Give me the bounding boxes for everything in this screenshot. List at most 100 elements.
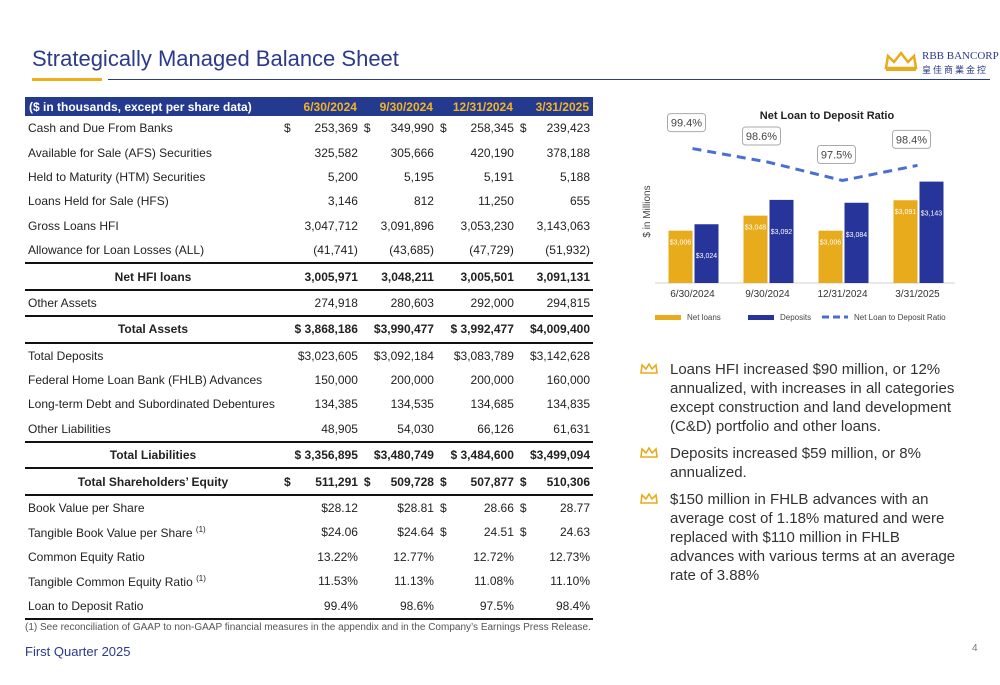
value-cell: 11.10% (550, 574, 590, 589)
table-row: Common Equity Ratio 13.22% 12.77% 12.72% 12.… (25, 545, 593, 569)
value-cell: 3,005,501 (436, 262, 517, 291)
currency-sign: $ (284, 121, 291, 136)
value-cell: 98.6% (360, 593, 437, 620)
label-text: Held to Maturity (HTM) Securities (28, 169, 206, 184)
label-text: Net HFI loans (114, 269, 192, 284)
currency-sign: $ (363, 474, 371, 489)
value-cell: $24.06 (321, 525, 358, 540)
label-text: Total Assets (117, 322, 189, 337)
logo-name: RBB BANCORP (922, 50, 999, 62)
table-row: Federal Home Loan Bank (FHLB) Advances 15… (25, 368, 593, 392)
bullet-icon (640, 493, 658, 504)
value-cell: 12.72% (473, 549, 514, 564)
value-cell: $510,306 (516, 467, 593, 496)
cell-value: 510,306 (546, 474, 590, 489)
bar (743, 215, 768, 283)
x-tick-label: 6/30/2024 (670, 289, 715, 300)
legend-swatch (655, 315, 681, 320)
row-label: Book Value per Share (25, 495, 281, 520)
bar-value-label: $3,006 (670, 240, 692, 247)
cell-content: $509,728 (364, 475, 434, 489)
x-tick-label: 9/30/2024 (745, 289, 790, 300)
value-cell: 325,582 (314, 145, 358, 160)
ratio-label: 98.6% (746, 131, 777, 143)
value-cell: $ 3,868,186 (281, 315, 361, 344)
value-cell: $239,423 (517, 116, 593, 140)
value-cell: (47,729) (469, 243, 514, 258)
x-tick-label: 12/31/2024 (817, 289, 867, 300)
logo-subtitle: 皇佳商業金控 (922, 65, 989, 75)
bar (769, 199, 794, 283)
cell-value: 24.51 (483, 525, 514, 540)
cell-value: 253,369 (314, 121, 358, 136)
cell-value: 239,423 (546, 121, 590, 136)
value-cell: 134,385 (314, 397, 358, 412)
value-cell: 11.13% (394, 574, 434, 589)
table-row: Long-term Debt and Subordinated Debentur… (25, 392, 593, 416)
value-cell: 97.5% (436, 593, 517, 620)
row-label: Net HFI loans (25, 262, 281, 291)
value-cell: $24.63 (517, 520, 593, 544)
crown (640, 493, 658, 504)
cell-content: $511,291 (284, 475, 358, 489)
label-text: Allowance for Loan Losses (ALL) (28, 243, 205, 258)
label-text: Book Value per Share (28, 501, 145, 516)
bar-value-label: $3,048 (745, 225, 767, 232)
ratio-label: 98.4% (896, 134, 927, 146)
value-cell: $3,499,094 (516, 441, 593, 470)
ratio-label: 99.4% (671, 118, 702, 130)
table-row: Available for Sale (AFS) Securities 325,5… (25, 140, 593, 164)
currency-sign: $ (519, 121, 527, 136)
table-row: Held to Maturity (HTM) Securities 5,200 5,… (25, 165, 593, 189)
bar (844, 202, 869, 283)
cell-content: $258,345 (440, 121, 514, 135)
row-label: Other Assets (25, 290, 281, 316)
row-label: Long-term Debt and Subordinated Debentur… (25, 392, 281, 416)
header-cell: 9/30/2024 (360, 97, 437, 116)
slide-title: Strategically Managed Balance Sheet (32, 46, 399, 71)
footer: First Quarter 2025 (25, 644, 131, 659)
value-cell: 3,091,131 (516, 262, 593, 291)
table-row: Allowance for Loan Losses (ALL) (41,741) (… (25, 238, 593, 263)
currency-sign: $ (519, 474, 527, 489)
value-cell: 420,190 (470, 145, 514, 160)
label-text: Federal Home Loan Bank (FHLB) Advances (28, 373, 263, 388)
bar (668, 230, 693, 283)
value-cell: $3,023,605 (297, 348, 358, 363)
table-row: Gross Loans HFI 3,047,712 3,091,896 3,053,2… (25, 214, 593, 238)
value-cell: 134,835 (546, 397, 590, 412)
page-number: 4 (972, 643, 978, 654)
bar (694, 224, 719, 283)
header-cell: 12/31/2024 (436, 97, 517, 116)
cell-content: $253,369 (284, 121, 358, 135)
value-cell: 54,030 (397, 421, 434, 436)
value-cell: $ 3,484,600 (436, 441, 517, 470)
value-cell: 294,815 (546, 295, 590, 310)
value-cell: $509,728 (360, 467, 437, 496)
cell-content: $24.51 (440, 525, 514, 539)
footnote: (1) See reconciliation of GAAP to non-GA… (25, 622, 591, 633)
value-cell: $28.66 (437, 495, 517, 520)
ratio-label: 97.5% (821, 149, 852, 161)
value-cell: 150,000 (314, 373, 358, 388)
table-row: Tangible Common Equity Ratio (1) 11.53% 11… (25, 569, 593, 593)
value-cell: 200,000 (390, 373, 434, 388)
balance-table: ($ in thousands, except per share data) 6… (25, 97, 593, 620)
currency-sign: $ (439, 525, 447, 540)
label-text: Cash and Due From Banks (28, 121, 173, 136)
cell-value: 511,291 (315, 474, 358, 489)
row-label: Common Equity Ratio (25, 545, 281, 569)
cell-value: 349,990 (390, 121, 434, 136)
currency-sign: $ (363, 121, 371, 136)
value-cell: $3,990,477 (360, 315, 437, 344)
value-cell: $511,291 (281, 467, 361, 496)
cell-value: 28.66 (483, 501, 514, 516)
label-text: Tangible Book Value per Share (28, 525, 193, 540)
crown (640, 363, 658, 374)
table-row: Other Assets 274,918 280,603 292,000 294,815 (25, 290, 593, 316)
bullet-text: Deposits increased $59 million, or 8% an… (670, 445, 921, 481)
cell-value: 507,877 (470, 474, 514, 489)
label-text: Long-term Debt and Subordinated Debentur… (28, 397, 275, 412)
y-axis-label: $ in Millions (642, 185, 653, 237)
